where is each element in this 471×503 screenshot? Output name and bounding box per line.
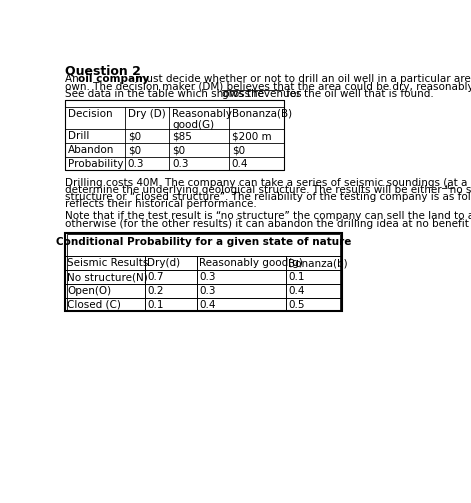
Text: 0.2: 0.2	[147, 286, 164, 296]
Text: must decide whether or not to drill an oil well in a particular area that they a: must decide whether or not to drill an o…	[133, 74, 471, 84]
Text: Question 2: Question 2	[65, 64, 141, 77]
Text: 0.5: 0.5	[288, 300, 305, 310]
Text: Drill: Drill	[68, 131, 89, 141]
Text: determine the underlying geological structure. The results will be either “no st: determine the underlying geological stru…	[65, 185, 471, 195]
Text: Bonanza(b): Bonanza(b)	[288, 258, 348, 268]
Text: See data in the table which shows the: See data in the table which shows the	[65, 89, 268, 99]
Text: Closed (C): Closed (C)	[67, 300, 121, 310]
Text: Note that if the test result is “no structure” the company can sell the land to : Note that if the test result is “no stru…	[65, 211, 471, 221]
Text: Decision: Decision	[68, 109, 113, 119]
Text: reflects their historical performance.: reflects their historical performance.	[65, 199, 257, 209]
Text: Abandon: Abandon	[68, 145, 114, 155]
Text: Drilling costs 40M. The company can take a series of seismic soundings (̲a̲t a c: Drilling costs 40M. The company can take…	[65, 178, 471, 188]
Text: Conditional Probability for a given state of nature: Conditional Probability for a given stat…	[56, 237, 351, 246]
Text: 0.3: 0.3	[128, 159, 144, 169]
Text: $0: $0	[172, 145, 185, 155]
Bar	[65, 233, 342, 311]
Text: No structure(N): No structure(N)	[67, 272, 148, 282]
Text: 0.4: 0.4	[288, 286, 305, 296]
Text: 0.1: 0.1	[288, 272, 305, 282]
Text: Probability: Probability	[68, 159, 124, 169]
Text: $85: $85	[172, 131, 192, 141]
Text: Reasonably good(g): Reasonably good(g)	[199, 258, 303, 268]
Text: structure or “closed structure”. The reliability of the testing company is as fo: structure or “closed structure”. The rel…	[65, 192, 471, 202]
Text: Seismic Results: Seismic Results	[67, 258, 149, 268]
Text: 0.1: 0.1	[147, 300, 164, 310]
Text: Dry(d): Dry(d)	[147, 258, 180, 268]
Text: Open(O): Open(O)	[67, 286, 112, 296]
Text: oil company: oil company	[78, 74, 149, 84]
Text: gross revenues: gross revenues	[222, 89, 301, 99]
Text: 0.4: 0.4	[232, 159, 248, 169]
Bar	[65, 100, 284, 171]
Text: An: An	[65, 74, 82, 84]
Text: $200 m: $200 m	[232, 131, 271, 141]
Text: Dry (D): Dry (D)	[128, 109, 166, 119]
Text: own. The decision maker (DM) believes that the area could be dry, reasonably goo: own. The decision maker (DM) believes th…	[65, 81, 471, 92]
Text: 0.3: 0.3	[172, 159, 188, 169]
Text: for the oil well that is found.: for the oil well that is found.	[284, 89, 434, 99]
Text: 0.4: 0.4	[199, 300, 216, 310]
Text: $0: $0	[232, 145, 245, 155]
Bar	[66, 234, 340, 310]
Text: 0.7: 0.7	[147, 272, 164, 282]
Text: Reasonably
good(G): Reasonably good(G)	[172, 109, 232, 130]
Text: 0.3: 0.3	[199, 286, 216, 296]
Text: $0: $0	[128, 131, 141, 141]
Text: Bonanza(B): Bonanza(B)	[232, 109, 292, 119]
Text: 0.3: 0.3	[199, 272, 216, 282]
Text: $0: $0	[128, 145, 141, 155]
Text: otherwise (for the other results) it can abandon the drilling idea at no benefit: otherwise (for the other results) it can…	[65, 219, 471, 228]
